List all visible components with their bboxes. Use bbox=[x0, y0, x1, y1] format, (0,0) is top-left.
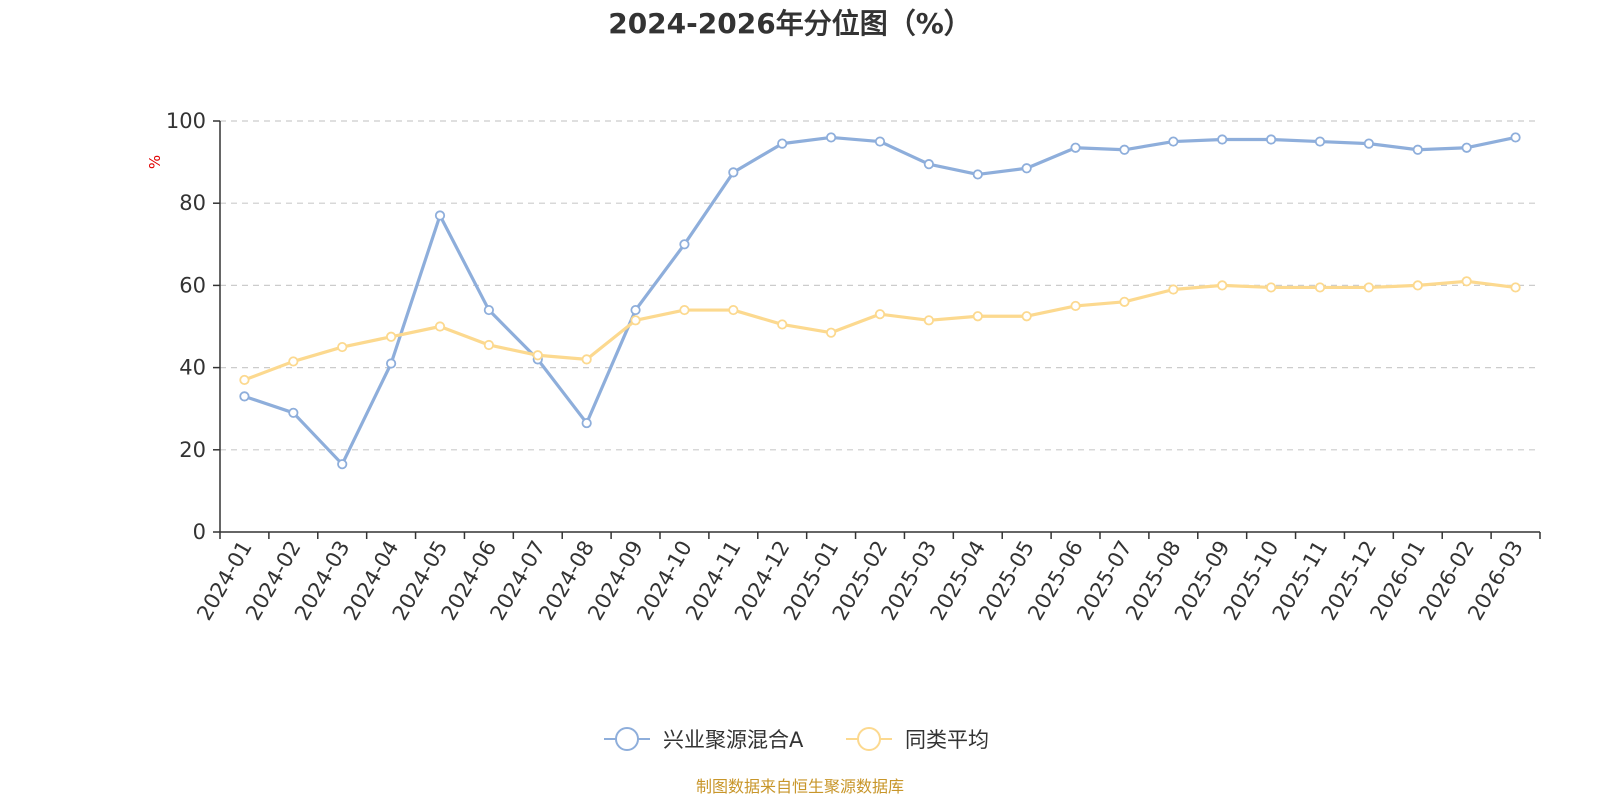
data-point bbox=[1168, 284, 1179, 295]
data-point bbox=[532, 350, 543, 361]
data-point bbox=[923, 159, 934, 170]
legend-marker bbox=[615, 727, 639, 751]
y-tick-label: 80 bbox=[179, 191, 206, 215]
data-point bbox=[1461, 142, 1472, 153]
axes: 0204060801002024-012024-022024-032024-04… bbox=[166, 109, 1541, 624]
data-point bbox=[581, 354, 592, 365]
series-2 bbox=[239, 276, 1521, 386]
data-point bbox=[288, 407, 299, 418]
data-point bbox=[239, 391, 250, 402]
data-point bbox=[972, 169, 983, 180]
data-point bbox=[1510, 132, 1521, 143]
y-tick-label: 60 bbox=[179, 273, 206, 297]
y-tick-label: 0 bbox=[193, 520, 206, 544]
data-point bbox=[1119, 296, 1130, 307]
data-point bbox=[1217, 134, 1228, 145]
data-point bbox=[1510, 282, 1521, 293]
data-point bbox=[1021, 311, 1032, 322]
data-point bbox=[1314, 136, 1326, 147]
data-point bbox=[874, 309, 886, 320]
series-lines bbox=[239, 132, 1521, 470]
data-point bbox=[1070, 142, 1081, 153]
data-point bbox=[630, 304, 641, 316]
data-point bbox=[777, 319, 788, 330]
data-point bbox=[728, 304, 739, 316]
data-point bbox=[923, 315, 934, 326]
data-point bbox=[337, 459, 348, 470]
data-point bbox=[434, 210, 446, 221]
data-source-note: 制图数据来自恒生聚源数据库 bbox=[696, 777, 904, 796]
data-point bbox=[826, 327, 837, 338]
data-point bbox=[1266, 134, 1277, 145]
data-point bbox=[483, 339, 494, 351]
legend-label: 兴业聚源混合A bbox=[663, 728, 804, 752]
data-point bbox=[1168, 136, 1179, 147]
y-tick-label: 100 bbox=[166, 109, 206, 133]
data-point bbox=[1119, 144, 1130, 155]
y-axis-unit: % bbox=[146, 155, 164, 169]
data-point bbox=[1363, 282, 1374, 293]
series-line bbox=[243, 135, 1516, 466]
data-point bbox=[972, 311, 983, 322]
data-point bbox=[483, 304, 494, 316]
data-point bbox=[777, 138, 788, 149]
data-point bbox=[826, 132, 837, 143]
data-point bbox=[1070, 300, 1081, 312]
data-point bbox=[728, 167, 739, 178]
data-point bbox=[1021, 163, 1032, 174]
data-point bbox=[1266, 282, 1277, 293]
series-line bbox=[243, 279, 1516, 382]
data-point bbox=[679, 304, 690, 316]
data-point bbox=[1461, 276, 1472, 287]
legend-item-1[interactable]: 兴业聚源混合A bbox=[604, 727, 804, 752]
data-point bbox=[581, 417, 592, 429]
legend-label: 同类平均 bbox=[905, 728, 989, 752]
data-point bbox=[239, 374, 250, 386]
grid-lines bbox=[220, 120, 1540, 451]
data-point bbox=[1217, 280, 1228, 291]
data-point bbox=[1314, 282, 1326, 293]
data-point bbox=[1412, 280, 1423, 291]
chart-title: 2024-2026年分位图（%） bbox=[608, 7, 972, 40]
data-point bbox=[630, 315, 641, 326]
data-point bbox=[337, 341, 348, 353]
legend-item-2[interactable]: 同类平均 bbox=[846, 727, 989, 752]
legend-marker bbox=[857, 727, 881, 751]
data-point bbox=[679, 239, 690, 250]
data-point bbox=[1412, 144, 1423, 155]
data-point bbox=[288, 356, 299, 367]
data-point bbox=[434, 321, 446, 332]
data-point bbox=[386, 331, 397, 342]
data-point bbox=[874, 136, 886, 147]
y-tick-label: 20 bbox=[179, 438, 206, 462]
data-point bbox=[1363, 138, 1374, 149]
legend: 兴业聚源混合A 同类平均 bbox=[604, 727, 989, 752]
data-point bbox=[386, 358, 397, 369]
y-tick-label: 40 bbox=[179, 356, 206, 380]
series-1 bbox=[239, 132, 1521, 470]
